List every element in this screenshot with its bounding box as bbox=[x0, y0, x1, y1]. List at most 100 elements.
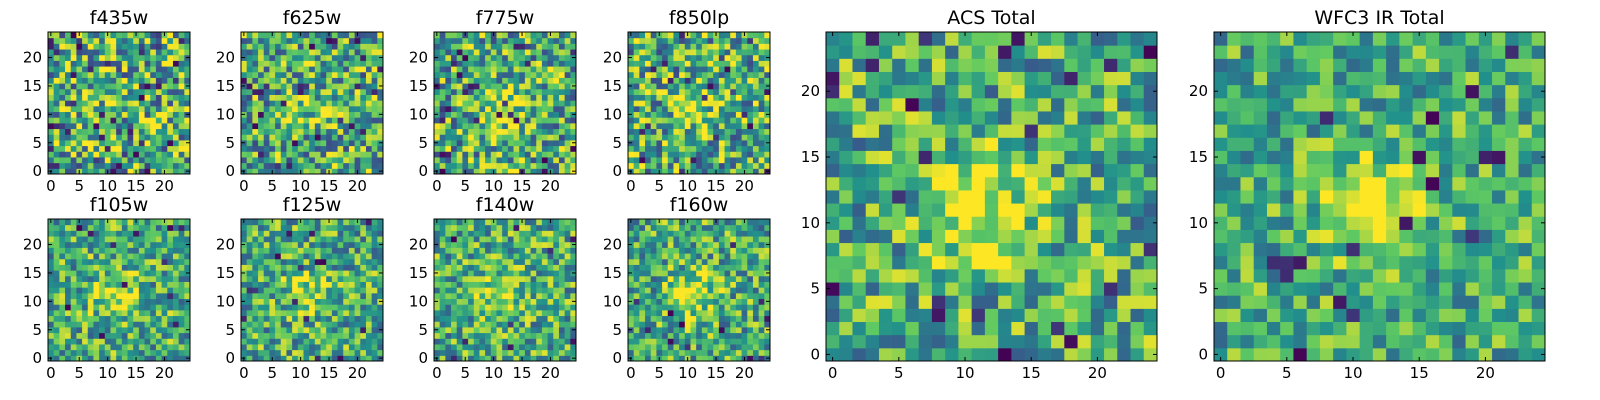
heatmap-cell bbox=[343, 100, 350, 107]
heatmap-cell bbox=[564, 83, 571, 90]
heatmap-cell bbox=[337, 37, 344, 44]
heatmap-cell bbox=[628, 128, 635, 135]
heatmap-cell bbox=[758, 151, 765, 158]
heatmap-cell bbox=[303, 156, 310, 164]
heatmap-cell bbox=[138, 321, 146, 328]
heatmap-cell bbox=[241, 253, 248, 260]
heatmap-cell bbox=[758, 88, 765, 95]
heatmap-cell bbox=[365, 253, 373, 260]
heatmap-cell bbox=[343, 83, 350, 90]
heatmap-cell bbox=[320, 236, 327, 243]
heatmap-cell bbox=[331, 32, 339, 39]
heatmap-cell bbox=[337, 287, 344, 294]
heatmap-cell bbox=[656, 122, 663, 130]
heatmap-cell bbox=[667, 355, 674, 362]
heatmap-cell bbox=[65, 128, 72, 135]
heatmap-cell bbox=[735, 315, 743, 322]
heatmap-cell bbox=[121, 37, 129, 44]
heatmap-cell bbox=[439, 258, 446, 265]
heatmap-cell bbox=[331, 287, 339, 294]
heatmap-cell bbox=[473, 292, 480, 300]
heatmap-cell bbox=[104, 343, 111, 351]
heatmap-cell bbox=[65, 49, 72, 56]
heatmap-cell bbox=[286, 247, 293, 254]
heatmap-cell bbox=[65, 156, 72, 164]
heatmap-cell bbox=[679, 151, 686, 158]
heatmap-cell bbox=[121, 349, 129, 356]
heatmap-cell bbox=[445, 224, 452, 231]
heatmap-cell bbox=[127, 264, 134, 271]
heatmap-cell bbox=[104, 270, 111, 277]
heatmap-cell bbox=[496, 253, 503, 260]
heatmap-cell bbox=[258, 156, 265, 164]
heatmap-cell bbox=[76, 264, 83, 271]
heatmap-cell bbox=[337, 343, 344, 351]
heatmap-cell bbox=[536, 281, 543, 288]
heatmap-cell bbox=[337, 315, 344, 322]
heatmap-cell bbox=[360, 292, 367, 300]
heatmap-cell bbox=[326, 224, 333, 231]
heatmap-cell bbox=[696, 105, 703, 113]
heatmap-cell bbox=[701, 304, 709, 311]
heatmap-cell bbox=[468, 111, 475, 118]
heatmap-cell bbox=[553, 105, 560, 113]
heatmap-cell bbox=[303, 343, 310, 351]
heatmap-cell bbox=[462, 122, 469, 130]
heatmap-cell bbox=[303, 309, 310, 317]
heatmap-cell bbox=[764, 117, 771, 124]
heatmap-cell bbox=[59, 326, 66, 334]
heatmap-cell bbox=[314, 241, 322, 248]
heatmap-cell bbox=[172, 224, 180, 231]
heatmap-cell bbox=[724, 315, 731, 322]
heatmap-cell bbox=[286, 134, 293, 141]
heatmap-cell bbox=[354, 321, 361, 328]
heatmap-cell bbox=[468, 230, 475, 237]
heatmap-cell bbox=[82, 281, 89, 288]
heatmap-cell bbox=[434, 258, 441, 265]
heatmap-cell bbox=[110, 49, 117, 56]
heatmap-cell bbox=[246, 230, 253, 237]
heatmap-cell bbox=[303, 77, 310, 84]
heatmap-cell bbox=[269, 230, 276, 237]
heatmap-cell bbox=[473, 43, 480, 50]
heatmap-cell bbox=[633, 122, 640, 130]
heatmap-cell bbox=[468, 49, 475, 56]
heatmap-cell bbox=[354, 247, 361, 254]
heatmap-cell bbox=[679, 162, 686, 169]
heatmap-cell bbox=[70, 100, 77, 107]
heatmap-cell bbox=[348, 247, 356, 254]
heatmap-cell bbox=[696, 43, 703, 50]
heatmap-cell bbox=[297, 117, 304, 124]
heatmap-cell bbox=[377, 105, 384, 113]
heatmap-cell bbox=[679, 298, 686, 305]
heatmap-cell bbox=[150, 49, 157, 56]
heatmap-cell bbox=[673, 270, 680, 277]
heatmap-cell bbox=[110, 224, 117, 231]
heatmap-cell bbox=[439, 281, 446, 288]
heatmap-cell bbox=[155, 247, 163, 254]
heatmap-cell bbox=[718, 43, 726, 50]
heatmap-cell bbox=[59, 258, 66, 265]
heatmap-cell bbox=[337, 275, 344, 282]
heatmap-cell bbox=[656, 111, 663, 118]
heatmap-cell bbox=[558, 122, 566, 130]
heatmap-cell bbox=[502, 43, 509, 50]
heatmap-cell bbox=[684, 37, 691, 44]
heatmap-cell bbox=[87, 66, 94, 73]
heatmap-cell bbox=[547, 338, 554, 345]
heatmap-cell bbox=[764, 304, 771, 311]
heatmap-cell bbox=[320, 151, 327, 158]
heatmap-cell bbox=[445, 88, 452, 95]
heatmap-cell bbox=[116, 281, 123, 288]
heatmap-cell bbox=[558, 236, 566, 243]
heatmap-cell bbox=[530, 298, 537, 305]
heatmap-cell bbox=[570, 349, 577, 356]
heatmap-cell bbox=[314, 162, 322, 169]
heatmap-cell bbox=[252, 162, 259, 169]
heatmap-cell bbox=[701, 349, 709, 356]
heatmap-cell bbox=[53, 321, 60, 328]
heatmap-cell bbox=[161, 117, 168, 124]
heatmap-cell bbox=[314, 77, 322, 84]
heatmap-cell bbox=[718, 77, 726, 84]
heatmap-cell bbox=[65, 224, 72, 231]
